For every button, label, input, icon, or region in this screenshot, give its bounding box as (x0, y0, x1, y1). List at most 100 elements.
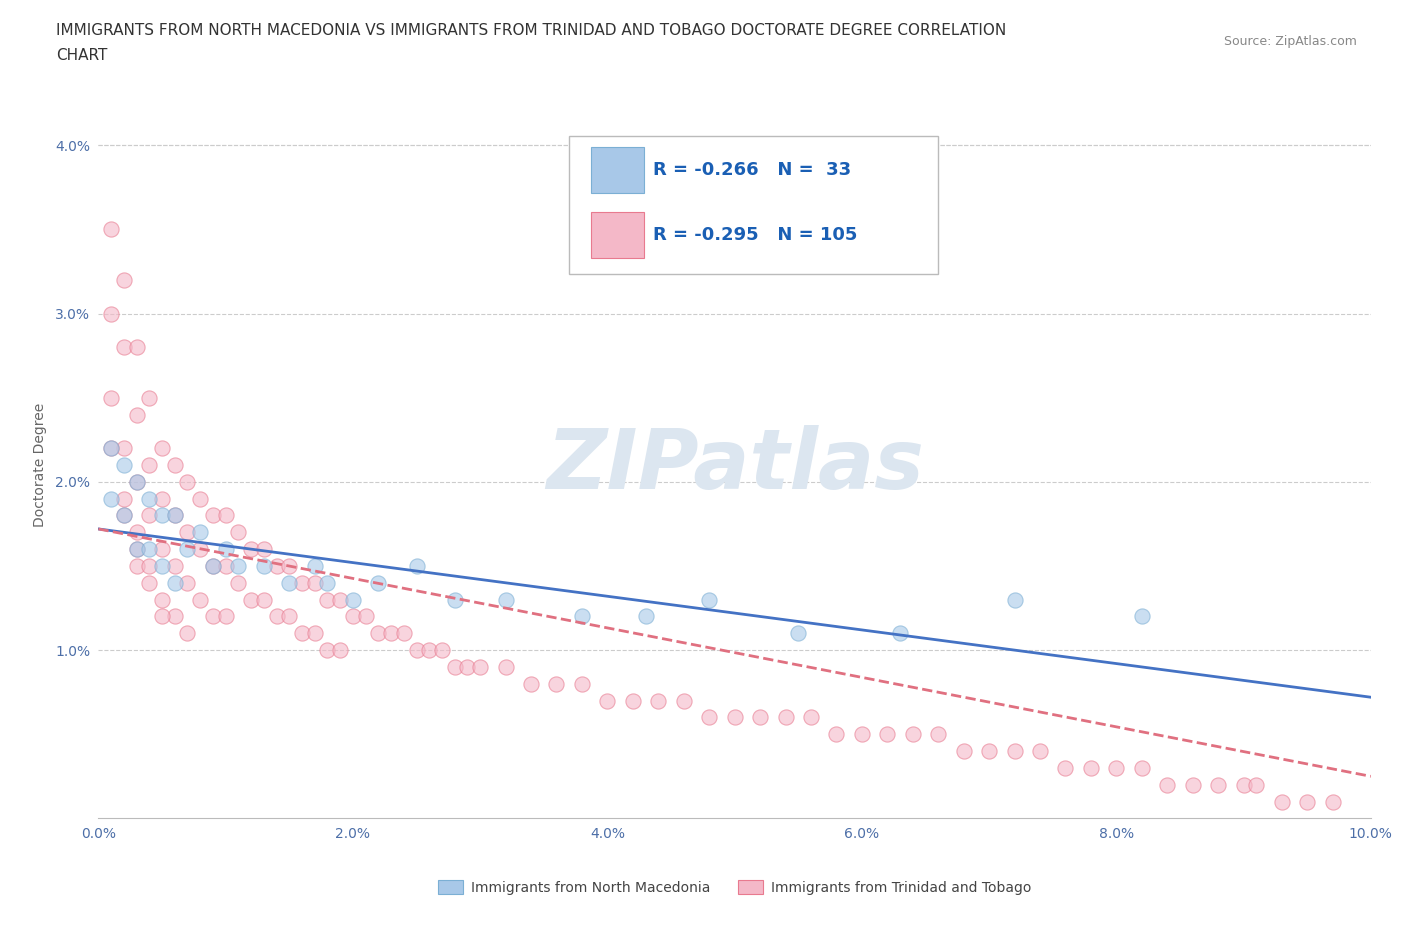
Text: R = -0.295   N = 105: R = -0.295 N = 105 (654, 226, 858, 244)
Point (228, 525, 250, 539)
Point (201, 559, 224, 574)
Point (354, 609, 377, 624)
Point (125, 525, 148, 539)
Point (176, 541, 198, 556)
Point (443, 592, 465, 607)
Point (112, 458, 135, 472)
Point (1054, 761, 1077, 776)
Point (201, 559, 224, 574)
Point (163, 609, 186, 624)
Point (1105, 761, 1128, 776)
Point (571, 609, 593, 624)
Point (125, 474, 148, 489)
Point (1271, 794, 1294, 809)
Point (100, 306, 122, 321)
Point (889, 626, 911, 641)
Point (1246, 777, 1268, 792)
Point (697, 710, 720, 724)
Point (278, 576, 301, 591)
Point (304, 559, 326, 574)
Point (901, 727, 924, 742)
Point (342, 609, 364, 624)
Point (596, 693, 619, 708)
Y-axis label: Doctorate Degree: Doctorate Degree (32, 403, 46, 527)
Point (520, 676, 543, 691)
Point (125, 407, 148, 422)
Point (100, 391, 122, 405)
Point (228, 559, 250, 574)
Point (125, 559, 148, 574)
Point (150, 541, 173, 556)
Point (1130, 609, 1153, 624)
Point (1181, 777, 1204, 792)
Point (800, 710, 823, 724)
Point (1233, 777, 1256, 792)
Point (266, 609, 288, 624)
Point (240, 592, 263, 607)
Point (405, 559, 427, 574)
Point (214, 609, 236, 624)
Point (1156, 777, 1178, 792)
Point (380, 626, 402, 641)
Point (150, 441, 173, 456)
Point (495, 659, 517, 674)
Point (405, 643, 427, 658)
Point (418, 643, 440, 658)
Point (367, 626, 389, 641)
Point (1080, 761, 1102, 776)
Point (1004, 592, 1026, 607)
Point (825, 727, 848, 742)
Point (150, 508, 173, 523)
Point (163, 508, 186, 523)
Point (775, 710, 797, 724)
FancyBboxPatch shape (591, 212, 644, 258)
Point (316, 592, 339, 607)
Point (150, 609, 173, 624)
Point (163, 559, 186, 574)
Point (163, 508, 186, 523)
Point (138, 391, 160, 405)
Point (1322, 794, 1344, 809)
Point (621, 693, 644, 708)
Point (240, 541, 263, 556)
Point (749, 710, 772, 724)
Point (176, 525, 198, 539)
Point (150, 592, 173, 607)
Point (672, 693, 695, 708)
Point (430, 643, 453, 658)
Legend: Immigrants from North Macedonia, Immigrants from Trinidad and Tobago: Immigrants from North Macedonia, Immigra… (432, 875, 1038, 900)
Point (100, 222, 122, 237)
Point (291, 626, 314, 641)
Point (138, 559, 160, 574)
Point (291, 576, 314, 591)
Point (201, 508, 224, 523)
Point (546, 676, 568, 691)
Point (112, 508, 135, 523)
Point (112, 491, 135, 506)
Point (188, 592, 211, 607)
Point (163, 576, 186, 591)
Point (163, 458, 186, 472)
Point (138, 491, 160, 506)
Point (253, 541, 276, 556)
Point (787, 626, 810, 641)
Point (253, 592, 276, 607)
Point (1206, 777, 1229, 792)
Point (634, 609, 657, 624)
FancyBboxPatch shape (591, 147, 644, 193)
Point (188, 491, 211, 506)
Point (138, 576, 160, 591)
Point (1004, 744, 1026, 759)
Point (150, 491, 173, 506)
Point (367, 576, 389, 591)
Point (456, 659, 478, 674)
Point (138, 541, 160, 556)
FancyBboxPatch shape (569, 137, 938, 274)
Point (125, 541, 148, 556)
Text: R = -0.266   N =  33: R = -0.266 N = 33 (654, 161, 851, 179)
Point (495, 592, 517, 607)
Point (329, 643, 352, 658)
Point (112, 441, 135, 456)
Text: ZIPatlas: ZIPatlas (546, 424, 924, 506)
Point (176, 474, 198, 489)
